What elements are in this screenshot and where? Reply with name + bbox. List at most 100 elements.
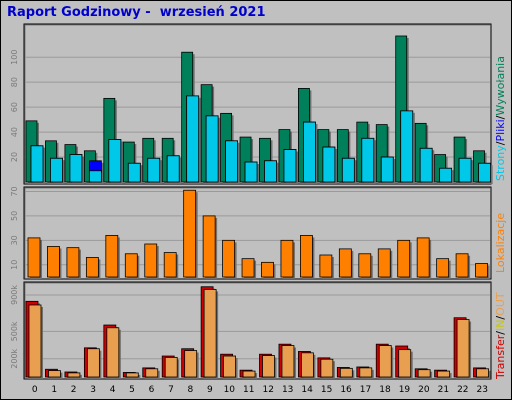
hour-label: 2 [71, 385, 77, 395]
bar-strony [303, 121, 316, 183]
y-tick-label: 20 [10, 152, 19, 162]
bar-out [398, 349, 412, 378]
bar-out [106, 327, 120, 378]
hour-label: 6 [149, 385, 155, 395]
hour-label: 19 [399, 385, 411, 395]
hour-label: 1 [51, 385, 57, 395]
hour-label: 14 [301, 385, 313, 395]
y-tick-label: 30 [10, 235, 19, 245]
bar-lokalizacje [47, 246, 60, 278]
bar-lokalizacje [202, 215, 216, 278]
y-tick-label: 900k [10, 285, 19, 305]
bar-strony [186, 95, 200, 183]
bar-lokalizacje [455, 253, 469, 278]
hour-label: 3 [90, 385, 96, 395]
bar-strony [478, 162, 491, 183]
hour-label: 13 [282, 385, 293, 395]
bar-strony [205, 115, 219, 183]
bar-lokalizacje [183, 189, 197, 278]
legend-sep: / [494, 331, 507, 335]
hour-label: 17 [360, 385, 371, 395]
legend-transfer: Transfer [494, 334, 507, 380]
bar-strony [380, 156, 394, 183]
bar-lokalizacje [338, 248, 352, 278]
y-tick-label: 10 [10, 260, 19, 270]
bar-out [320, 358, 334, 378]
hour-label: 22 [457, 385, 468, 395]
bar-lokalizacje [241, 258, 255, 278]
bar-lokalizacje [261, 261, 274, 278]
hour-label: 5 [129, 385, 135, 395]
bar-strony [361, 137, 375, 183]
bar-out [48, 370, 61, 378]
hour-label: 21 [438, 385, 449, 395]
bar-strony [30, 145, 44, 183]
legend-out: OUT [494, 292, 507, 316]
bar-out [417, 369, 431, 378]
bar-lokalizacje [397, 239, 411, 278]
bar-out [476, 368, 489, 378]
hour-label: 20 [418, 385, 430, 395]
bar-out [86, 348, 100, 378]
bar-strony [108, 139, 122, 183]
legend-wywolania: Wywołania [494, 56, 507, 116]
bar-lokalizacje [358, 253, 372, 278]
legend-lokalizacje: Lokalizacje [494, 213, 507, 273]
bar-lokalizacje [300, 235, 313, 278]
bar-out [359, 367, 373, 378]
hour-label: 9 [207, 385, 213, 395]
bar-strony [341, 157, 355, 183]
hour-label: 10 [224, 385, 236, 395]
bar-strony [166, 155, 180, 183]
bar-lokalizacje [144, 243, 158, 278]
bar-lokalizacje [436, 258, 450, 278]
y-tick-label: 40 [10, 127, 19, 137]
bar-out [437, 370, 451, 378]
bar-strony [419, 147, 433, 183]
legend-sep: / [494, 115, 507, 119]
bar-out [281, 345, 295, 378]
bar-out [164, 356, 178, 378]
hour-label: 7 [168, 385, 174, 395]
y-tick-label: 80 [10, 77, 19, 87]
bar-strony [439, 167, 453, 183]
legend-sep: / [494, 141, 507, 145]
bar-lokalizacje [280, 239, 294, 278]
bar-out [67, 372, 81, 378]
y-tick-label: 60 [10, 102, 19, 112]
hour-label: 11 [243, 385, 254, 395]
bar-out [339, 367, 353, 378]
bar-out [242, 370, 256, 378]
bar-out [28, 304, 42, 378]
bar-out [456, 319, 470, 378]
bar-out [223, 355, 236, 378]
bar-strony [322, 146, 336, 183]
chart-panel-2 [23, 281, 492, 380]
bar-strony [283, 149, 297, 183]
legend-bottom: Transfer/IN/OUT [494, 292, 507, 380]
hour-label: 23 [477, 385, 488, 395]
bar-out [378, 345, 392, 378]
bar-out [145, 368, 159, 378]
legend-top: Strony/Pliki/Wywołania [494, 56, 507, 181]
legend-strony: Strony [494, 145, 507, 181]
hour-label: 15 [321, 385, 332, 395]
y-tick-label: 70 [10, 186, 19, 196]
bar-strony [127, 162, 141, 183]
chart-panel-1 [23, 186, 492, 280]
hour-label: 4 [110, 385, 116, 395]
y-tick-label: 50 [10, 211, 19, 221]
bar-lokalizacje [475, 263, 488, 278]
bar-lokalizacje [222, 239, 235, 278]
bar-strony [244, 161, 258, 183]
legend-middle: Lokalizacje [494, 213, 507, 273]
bar-lokalizacje [105, 235, 119, 278]
bar-lokalizacje [124, 253, 138, 278]
bar-lokalizacje [416, 237, 430, 278]
bar-lokalizacje [27, 237, 41, 278]
bar-out [262, 355, 275, 378]
bar-out [125, 372, 139, 378]
legend-in: IN [494, 320, 507, 331]
